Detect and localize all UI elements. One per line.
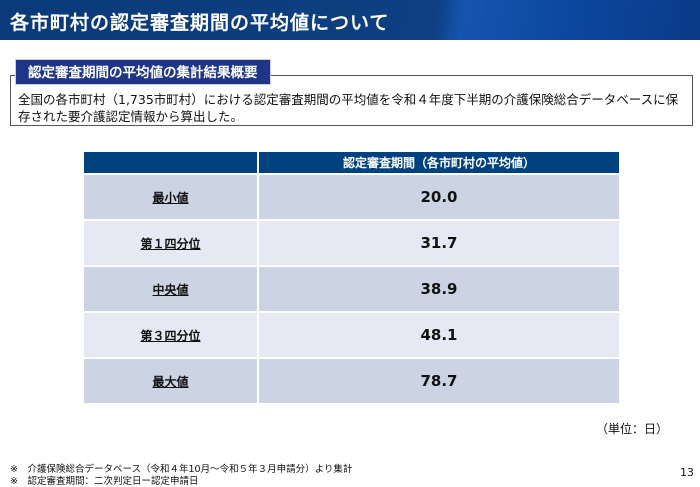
summary-text: 全国の各市町村（1,735市町村）における認定審査期間の平均値を令和４年度下半期… (18, 92, 679, 124)
row-label: 中央値 (84, 267, 257, 311)
row-label: 最小値 (84, 175, 257, 219)
row-value: 31.7 (259, 221, 619, 265)
row-label: 最大値 (84, 359, 257, 403)
row-label: 第３四分位 (84, 313, 257, 357)
page-title: 各市町村の認定審査期間の平均値について (10, 12, 390, 34)
table-header-row: 認定審査期間（各市町村の平均値） (84, 152, 619, 173)
table-row: 最大値 78.7 (84, 359, 619, 403)
column-header: 認定審査期間（各市町村の平均値） (259, 152, 619, 173)
row-value: 78.7 (259, 359, 619, 403)
header-empty-cell (84, 152, 257, 173)
title-banner: 各市町村の認定審査期間の平均値について (0, 0, 700, 40)
table-row: 最小値 20.0 (84, 175, 619, 219)
row-value: 48.1 (259, 313, 619, 357)
summary-label: 認定審査期間の平均値の集計結果概要 (15, 59, 271, 85)
stats-table: 認定審査期間（各市町村の平均値） 最小値 20.0 第１四分位 31.7 中央値 38… (82, 150, 621, 405)
page-number: 13 (680, 466, 694, 479)
table-row: 中央値 38.9 (84, 267, 619, 311)
footnote: ※ 認定審査期間：二次判定日ー認定申請日 (10, 476, 199, 487)
table-row: 第３四分位 48.1 (84, 313, 619, 357)
unit-label: （単位：日） (596, 422, 669, 436)
row-value: 38.9 (259, 267, 619, 311)
row-label: 第１四分位 (84, 221, 257, 265)
row-value: 20.0 (259, 175, 619, 219)
footnote: ※ 介護保険総合データベース（令和４年10月～令和５年３月申請分）より集計 (10, 464, 353, 475)
table-row: 第１四分位 31.7 (84, 221, 619, 265)
summary-box (10, 75, 693, 126)
